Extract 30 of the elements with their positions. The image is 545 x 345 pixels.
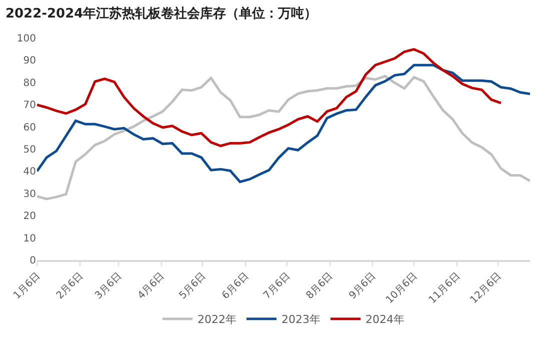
y-tick-label: 100 [16,34,36,44]
x-tick-label: 8月6日 [304,270,336,302]
y-tick-label: 20 [23,211,36,222]
x-tick-label: 7月6日 [262,270,293,302]
x-tick-label: 4月6日 [136,270,167,302]
x-tick-label: 3月6日 [93,270,124,302]
y-tick-label: 0 [30,256,36,266]
legend-label: 2023年 [282,313,320,326]
line-series [37,74,530,200]
x-tick-label: 9月6日 [347,270,378,302]
chart-title: 2022-2024年江苏热轧板卷社会库存（单位：万吨） [5,6,318,22]
y-tick-label: 30 [23,188,36,200]
y-tick-label: 90 [23,56,36,67]
x-tick-label: 10月6日 [384,270,420,306]
x-tick-label: 6月6日 [220,270,252,302]
y-tick-label: 10 [23,233,36,244]
y-tick-label: 60 [23,122,36,134]
y-tick-label: 70 [23,100,36,112]
line-series [37,48,502,148]
x-tick-label: 5月6日 [177,270,208,302]
x-tick-label: 12月6日 [468,270,504,306]
y-tick-label: 80 [23,78,36,89]
y-tick-label: 40 [23,166,36,178]
legend-label: 2024年 [366,313,404,326]
x-tick-label: 11月6日 [427,270,462,306]
y-tick-label: 50 [23,144,36,156]
legend-label: 2022年 [198,313,236,326]
x-tick-label: 1月6日 [12,270,43,302]
x-tick-label: 2月6日 [54,270,86,302]
line-series [37,64,530,184]
